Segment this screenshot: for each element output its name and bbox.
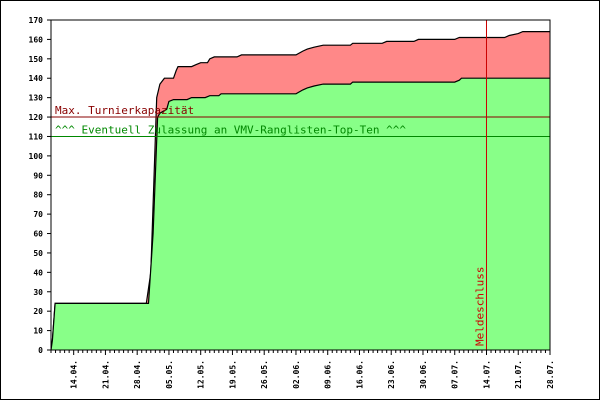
y-tick-label-0: 0 — [38, 346, 43, 355]
hline-label-0: Max. Turnierkapazität — [55, 104, 194, 117]
series-area-1 — [51, 78, 550, 350]
vline-label-0: Meldeschluss — [473, 267, 486, 346]
x-tick-label-1: 21.04. — [101, 360, 110, 389]
y-tick-label-1: 10 — [33, 327, 43, 336]
x-tick-label-13: 14.07. — [482, 360, 491, 389]
y-tick-label-10: 100 — [29, 152, 44, 161]
series-line-1 — [50, 77, 550, 351]
y-tick-label-13: 130 — [29, 94, 44, 103]
y-tick-label-16: 160 — [29, 35, 44, 44]
x-tick-label-0: 14.04. — [70, 360, 79, 389]
y-tick-label-11: 110 — [29, 132, 44, 141]
y-tick-label-5: 50 — [33, 249, 43, 258]
y-tick-label-7: 70 — [33, 210, 43, 219]
x-tick-label-3: 05.05. — [165, 360, 174, 389]
x-tick-label-10: 23.06. — [387, 360, 396, 389]
y-tick-label-2: 20 — [33, 307, 43, 316]
x-tick-label-9: 16.06. — [355, 360, 364, 389]
x-tick-label-4: 12.05. — [197, 360, 206, 389]
x-tick-label-14: 21.07. — [514, 360, 523, 389]
x-tick-label-11: 30.06. — [419, 360, 428, 389]
y-tick-label-4: 40 — [33, 268, 43, 277]
x-tick-label-12: 07.07. — [451, 360, 460, 389]
y-tick-label-12: 120 — [29, 113, 44, 122]
y-tick-label-3: 30 — [33, 288, 43, 297]
x-tick-label-7: 02.06. — [292, 360, 301, 389]
y-tick-label-6: 60 — [33, 230, 43, 239]
x-tick-label-8: 09.06. — [324, 360, 333, 389]
x-tick-label-2: 28.04. — [133, 360, 142, 389]
series-line-0 — [50, 31, 550, 351]
y-tick-label-17: 170 — [29, 16, 44, 25]
x-tick-label-5: 19.05. — [228, 360, 237, 389]
y-tick-label-14: 140 — [29, 74, 44, 83]
y-tick-label-8: 80 — [33, 191, 43, 200]
x-tick-label-6: 26.05. — [260, 360, 269, 389]
hline-label-1: ^^^ Eventuell Zulassung an VMV-Rangliste… — [55, 123, 406, 136]
x-tick-label-15: 28.07. — [546, 360, 555, 389]
y-tick-label-15: 150 — [29, 55, 44, 64]
y-tick-label-9: 90 — [33, 171, 43, 180]
